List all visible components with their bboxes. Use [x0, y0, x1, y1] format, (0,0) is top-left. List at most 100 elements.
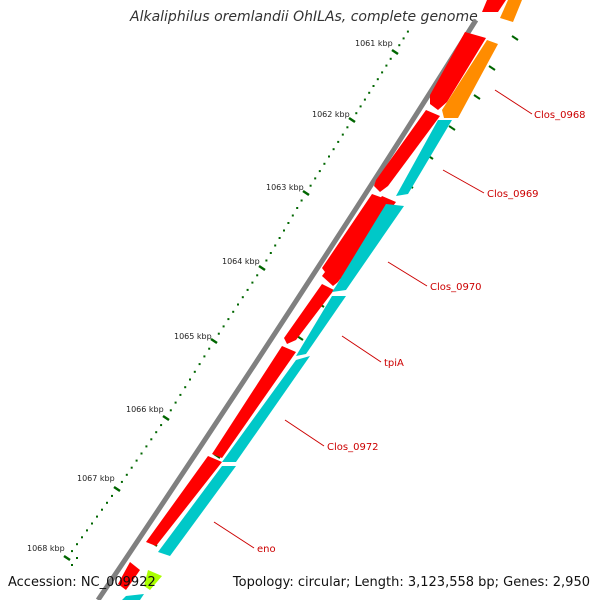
gene-label-tpia[interactable]: tpiA: [384, 358, 404, 369]
gene-reverse-cyan-6[interactable]: [122, 594, 144, 600]
ruler-minor-tick: [265, 259, 268, 262]
gene-label-eno[interactable]: eno: [257, 544, 276, 555]
gene-forward-8[interactable]: [146, 456, 222, 546]
ruler-minor-tick: [359, 105, 362, 108]
track-tick: [448, 125, 456, 131]
ruler-minor-tick: [91, 522, 93, 525]
ruler-label: 1061 kbp: [355, 39, 393, 48]
ruler-minor-tick: [291, 214, 294, 217]
gene-labels: Clos_0968 Clos_0969 Clos_0970 tpiA Clos_…: [257, 110, 586, 555]
ruler-minor-tick: [346, 126, 349, 129]
gene-reverse-orange-1[interactable]: [500, 0, 522, 22]
ruler-minor-tick: [111, 494, 113, 497]
track-tick: [473, 94, 481, 100]
ruler-minor-tick: [398, 44, 401, 47]
ruler-minor-tick: [189, 378, 191, 381]
ruler-label: 1062 kbp: [312, 110, 350, 119]
ruler-minor-tick: [120, 480, 123, 483]
ruler-minor-tick: [227, 318, 230, 321]
gene-label-clos-0969[interactable]: Clos_0969: [487, 189, 539, 200]
reverse-strand: [122, 0, 522, 600]
gene-label-clos-0968[interactable]: Clos_0968: [534, 110, 586, 121]
ruler-major-tick: [113, 485, 121, 493]
ruler-minor-tick: [314, 177, 317, 180]
track-tick: [488, 65, 496, 71]
ruler-minor-tick: [160, 424, 163, 427]
ruler-minor-tick: [86, 529, 88, 532]
label-line-clos-0968: [494, 89, 533, 115]
ruler-minor-tick: [323, 162, 326, 165]
gene-forward-1[interactable]: [482, 0, 506, 12]
label-line-eno: [213, 521, 255, 549]
ruler-minor-tick: [193, 370, 196, 373]
label-line-clos-0972: [284, 419, 325, 447]
ruler-minor-tick: [376, 78, 379, 81]
gene-label-clos-0970[interactable]: Clos_0970: [430, 282, 482, 293]
gene-reverse-green[interactable]: [144, 570, 162, 590]
ruler-major-tick: [258, 264, 266, 272]
gene-label-clos-0972[interactable]: Clos_0972: [327, 442, 379, 453]
ruler-minor-tick: [76, 543, 78, 546]
ruler-minor-tick: [145, 445, 148, 448]
ruler-minor-tick: [406, 30, 409, 33]
track-tick: [511, 35, 519, 41]
gene-reverse-cyan-1[interactable]: [396, 120, 452, 196]
ruler-minor-tick: [76, 557, 78, 559]
gene-reverse-cyan-3[interactable]: [296, 296, 346, 356]
gene-forward-3[interactable]: [374, 110, 440, 192]
gene-forward-6[interactable]: [284, 284, 334, 344]
ruler-minor-tick: [169, 409, 172, 412]
ruler-minor-tick: [368, 91, 371, 94]
gene-forward-7[interactable]: [212, 346, 296, 458]
label-line-clos-0969: [442, 169, 485, 194]
ruler-minor-tick: [81, 536, 83, 539]
ruler-minor-tick: [269, 252, 272, 254]
ruler-minor-tick: [106, 501, 108, 504]
label-line-clos-0970: [387, 261, 428, 287]
ruler-minor-tick: [130, 466, 133, 469]
ruler-minor-tick: [332, 148, 335, 151]
ruler-minor-tick: [155, 431, 158, 434]
ruler-minor-tick: [287, 222, 290, 224]
ruler-minor-tick: [256, 274, 259, 277]
gene-reverse-cyan-4[interactable]: [222, 356, 310, 462]
ruler-minor-tick: [363, 98, 366, 101]
ruler-major-tick: [302, 189, 310, 197]
ruler-minor-tick: [372, 85, 375, 87]
ruler-minor-tick: [237, 303, 239, 306]
ruler-label: 1068 kbp: [27, 544, 65, 553]
ruler-minor-tick: [150, 438, 153, 441]
label-line-tpia: [341, 335, 382, 363]
gene-forward-2[interactable]: [430, 32, 486, 110]
backbone-line: [95, 18, 479, 600]
ruler-label: 1065 kbp: [174, 332, 212, 341]
ruler-minor-tick: [274, 244, 277, 247]
gene-reverse-cyan-5[interactable]: [158, 466, 236, 556]
ruler-minor-tick: [402, 37, 405, 40]
genome-summary-text: Topology: circular; Length: 3,123,558 bp…: [232, 575, 590, 590]
forward-strand: [118, 0, 506, 590]
ruler-minor-tick: [222, 325, 225, 328]
ruler-minor-tick: [328, 155, 330, 158]
gene-forward-4[interactable]: [322, 194, 383, 272]
ruler-minor-tick: [296, 207, 299, 209]
ruler-label: 1064 kbp: [222, 257, 260, 266]
ruler-minor-tick: [300, 199, 303, 202]
ruler-minor-tick: [125, 473, 128, 476]
gene-reverse-orange-2[interactable]: [442, 40, 498, 118]
ruler-minor-tick: [203, 355, 206, 358]
ruler-major-tick: [348, 116, 356, 124]
ruler-minor-tick: [217, 332, 220, 335]
gene-reverse-cyan-2[interactable]: [332, 204, 404, 292]
ruler-labels: 1061 kbp 1062 kbp 1063 kbp 1064 kbp 1065 kbp…: [27, 39, 393, 553]
ruler-minor-tick: [208, 347, 211, 350]
ruler-minor-tick: [241, 296, 244, 299]
ruler-minor-tick: [318, 170, 321, 173]
ruler-minor-tick: [198, 363, 201, 366]
ruler-minor-tick: [283, 229, 285, 232]
ruler-major-tick: [391, 48, 399, 56]
gene-forward-9[interactable]: [118, 562, 140, 590]
ruler-minor-tick: [96, 515, 98, 518]
ruler-minor-tick: [337, 140, 340, 143]
